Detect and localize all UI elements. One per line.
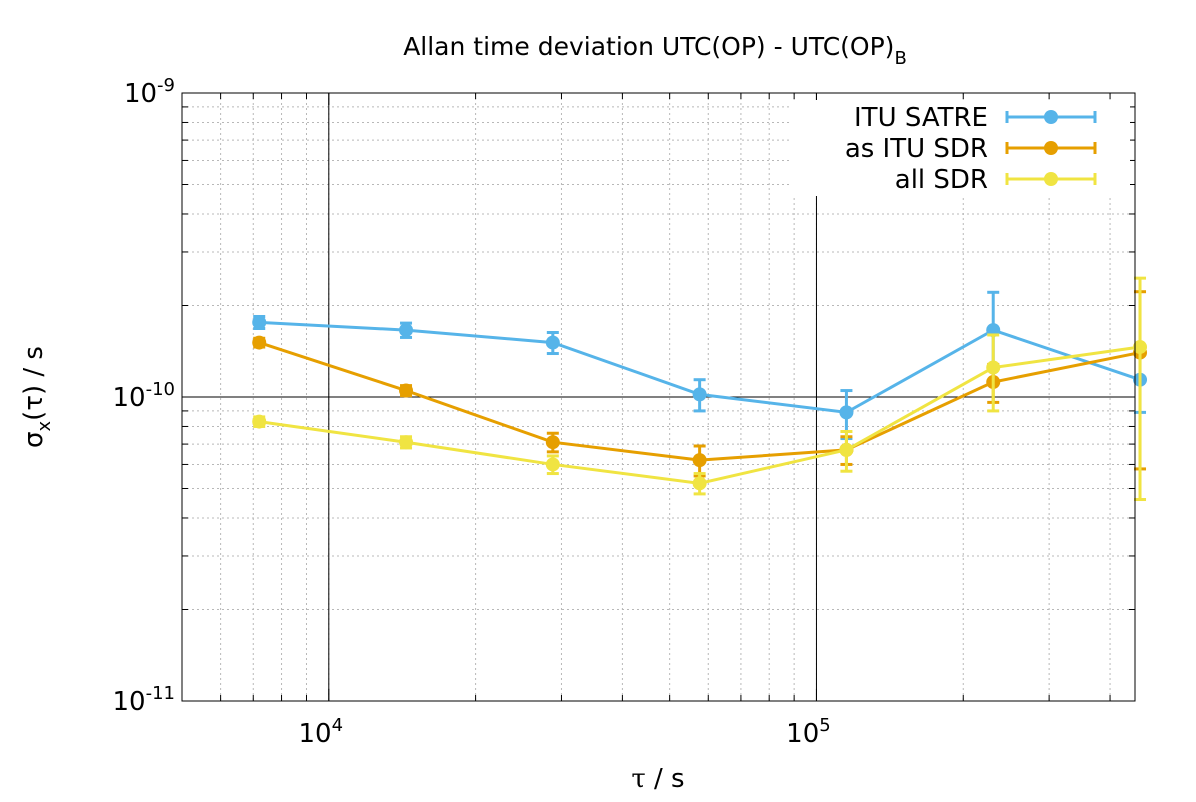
data-point — [399, 383, 414, 398]
data-point — [986, 360, 1001, 375]
data-point — [399, 435, 414, 450]
data-point — [545, 435, 560, 450]
data-point — [692, 387, 707, 402]
data-point — [252, 335, 267, 350]
legend-marker — [1044, 110, 1058, 124]
x-tick-label: 104 — [299, 715, 344, 749]
legend-label: as ITU SDR — [845, 134, 988, 164]
chart-title: Allan time deviation UTC(OP) - UTC(OP)B — [403, 32, 907, 69]
data-point — [252, 315, 267, 330]
data-point — [839, 442, 854, 457]
data-point — [399, 323, 414, 338]
data-point — [252, 414, 267, 429]
data-point — [692, 476, 707, 491]
data-point — [839, 405, 854, 420]
y-tick-label: 10-9 — [124, 75, 175, 109]
x-axis-label: τ / s — [631, 764, 684, 794]
y-tick-label: 10-11 — [113, 683, 176, 717]
plot-frame — [181, 92, 1136, 702]
x-tick-label: 105 — [786, 715, 831, 749]
data-series — [252, 276, 1148, 502]
series-all-sdr — [252, 276, 1148, 502]
chart-title-subscript: B — [894, 48, 906, 69]
y-tick-label: 10-10 — [113, 379, 176, 413]
data-point — [545, 335, 560, 350]
y-tick-labels: 10-9 10-10 10-11 — [113, 75, 176, 717]
data-point — [545, 457, 560, 472]
legend-label: all SDR — [895, 165, 988, 195]
legend-marker — [1044, 172, 1058, 186]
y-axis-label: σx(τ) / s — [19, 346, 55, 448]
data-point — [692, 453, 707, 468]
data-point — [1133, 340, 1148, 355]
legend-label: ITU SATRE — [854, 103, 988, 133]
legend-marker — [1044, 141, 1058, 155]
x-tick-labels: 104 105 — [299, 715, 831, 749]
